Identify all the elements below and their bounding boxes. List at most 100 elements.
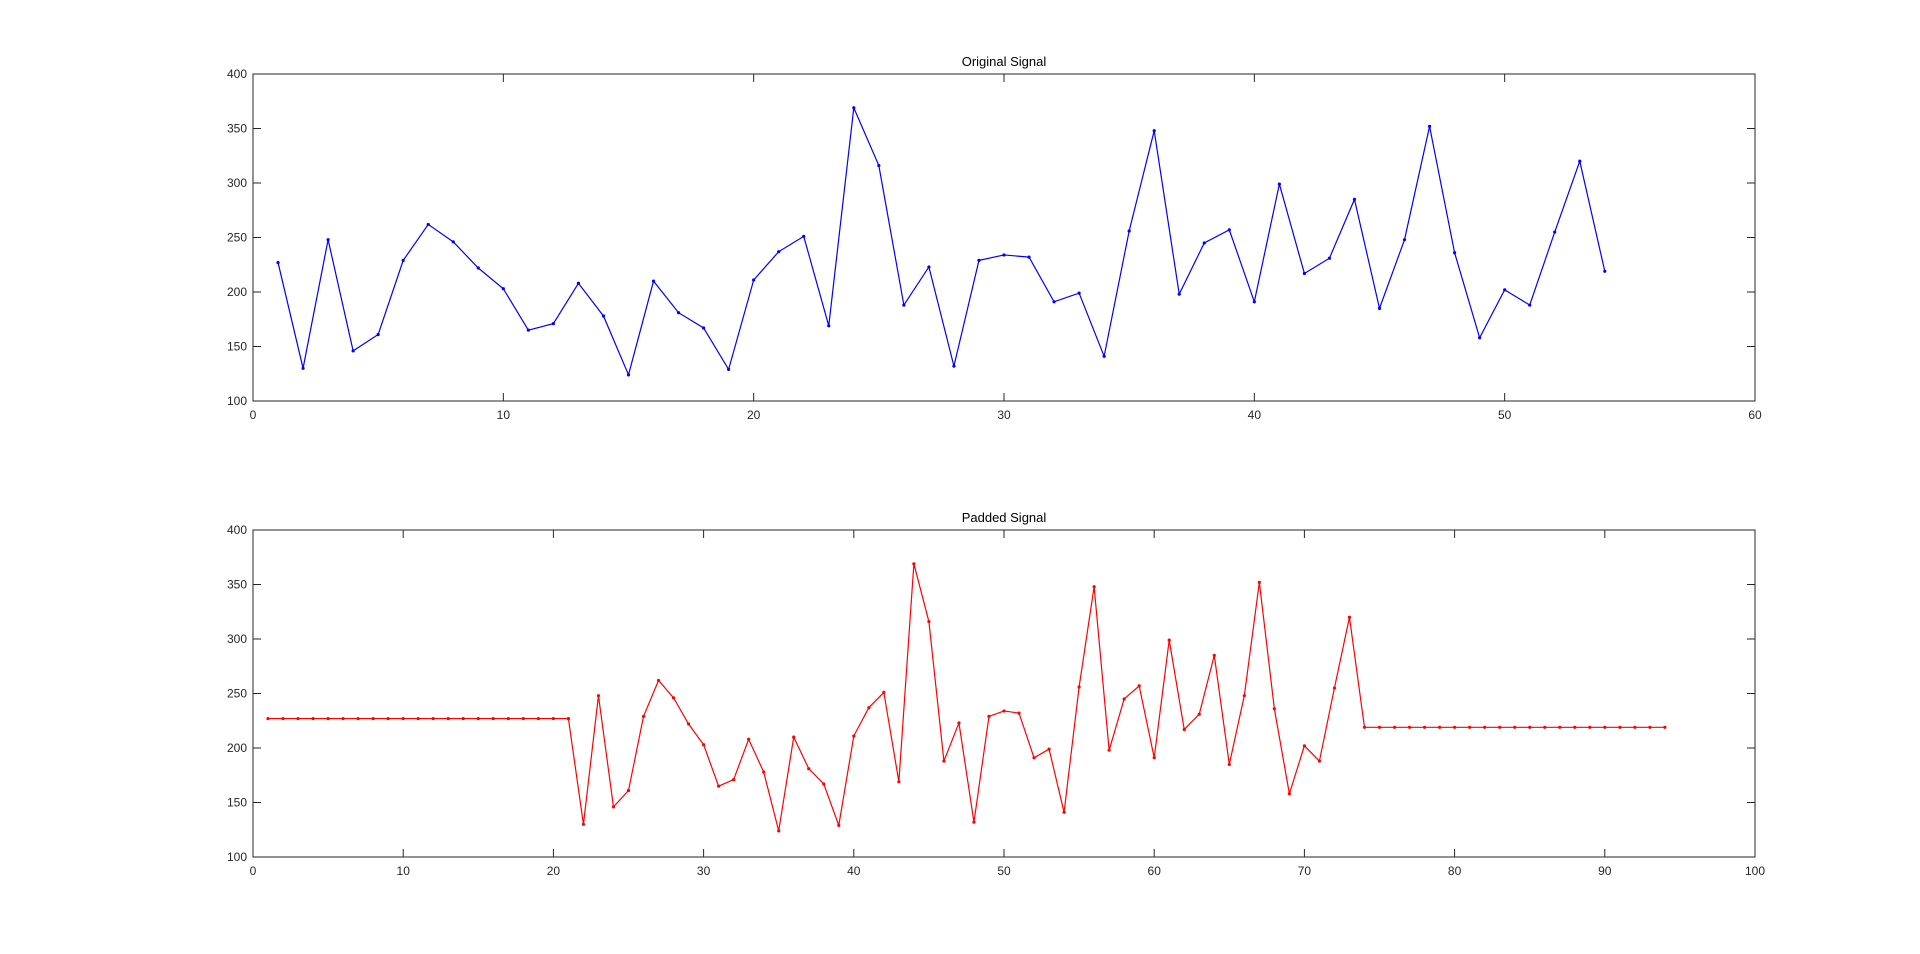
y-tick-label: 150 xyxy=(227,340,247,354)
data-point xyxy=(1663,725,1667,729)
data-point xyxy=(1558,725,1562,729)
data-point xyxy=(1077,685,1081,689)
data-point xyxy=(1528,303,1532,307)
x-tick-label: 20 xyxy=(747,408,761,422)
data-point xyxy=(1503,288,1507,292)
data-point xyxy=(641,714,646,718)
x-tick-label: 70 xyxy=(1298,864,1312,878)
plot-area xyxy=(252,529,1756,858)
data-point xyxy=(897,780,901,784)
data-point xyxy=(566,716,571,721)
y-tick-label: 150 xyxy=(227,796,247,810)
data-point xyxy=(386,716,390,721)
series-line xyxy=(277,105,1606,377)
series-line xyxy=(268,563,1665,831)
data-point xyxy=(1227,228,1231,232)
data-point xyxy=(927,619,931,624)
x-tick-label: 100 xyxy=(1745,864,1765,878)
chart-padded-signal: Padded Signal 0 10 20 30 40 50 60 70 80 90 100 100 1… xyxy=(227,510,1765,878)
data-point xyxy=(1578,159,1582,163)
data-point xyxy=(1017,711,1021,715)
data-point xyxy=(301,366,305,370)
chart-title: Padded Signal xyxy=(962,510,1047,525)
data-point xyxy=(476,266,480,270)
data-point xyxy=(1252,300,1256,304)
data-point xyxy=(1152,756,1156,760)
data-point xyxy=(1027,255,1031,259)
y-tick-label: 250 xyxy=(227,231,247,245)
data-point xyxy=(506,716,510,721)
y-tick-label: 350 xyxy=(227,578,247,592)
plot-area xyxy=(252,73,1756,402)
x-tick-label: 0 xyxy=(250,864,257,878)
y-tick-label: 100 xyxy=(227,850,247,864)
data-point xyxy=(1513,725,1517,729)
y-tick-label: 400 xyxy=(227,523,247,537)
data-point xyxy=(867,706,871,710)
data-point xyxy=(1052,300,1056,304)
data-point xyxy=(371,716,375,721)
data-point xyxy=(877,163,881,168)
data-point xyxy=(1603,725,1607,729)
data-point xyxy=(1332,686,1337,690)
data-point xyxy=(1407,725,1412,729)
data-point xyxy=(882,690,886,695)
data-point xyxy=(1648,725,1652,729)
data-point xyxy=(446,716,450,721)
data-point xyxy=(686,722,691,726)
x-tick-label: 60 xyxy=(1148,864,1162,878)
data-point xyxy=(1137,684,1141,688)
data-point xyxy=(1302,744,1306,748)
data-point xyxy=(671,696,676,700)
data-point xyxy=(1468,725,1472,729)
data-point xyxy=(1573,725,1577,729)
x-tick-label: 40 xyxy=(847,864,861,878)
x-tick-label: 30 xyxy=(997,408,1011,422)
data-point xyxy=(281,716,285,721)
data-point xyxy=(987,714,991,718)
x-tick-label: 10 xyxy=(497,408,511,422)
data-point xyxy=(1422,725,1427,729)
data-point xyxy=(927,265,931,269)
data-point xyxy=(837,823,841,827)
data-point xyxy=(551,716,556,721)
data-point xyxy=(1122,697,1126,701)
data-point xyxy=(536,716,540,721)
data-point xyxy=(777,829,781,833)
data-point xyxy=(972,820,976,824)
data-point xyxy=(822,782,826,786)
data-point xyxy=(1032,756,1036,760)
data-point xyxy=(1543,725,1547,729)
data-point xyxy=(1302,271,1306,276)
data-point xyxy=(807,767,811,771)
data-point xyxy=(802,234,806,239)
y-tick-label: 400 xyxy=(227,67,247,81)
data-point xyxy=(1197,712,1201,716)
data-point xyxy=(501,287,505,291)
data-point xyxy=(601,314,606,318)
data-point xyxy=(902,303,906,307)
y-tick-label: 300 xyxy=(227,176,247,190)
data-point xyxy=(431,716,435,721)
x-tick-label: 0 xyxy=(250,408,257,422)
data-point xyxy=(1077,291,1081,295)
data-point xyxy=(526,328,530,332)
data-point xyxy=(1152,129,1156,133)
y-tick-label: 100 xyxy=(227,394,247,408)
data-point xyxy=(1377,306,1382,310)
data-point xyxy=(596,694,601,698)
data-point xyxy=(676,311,681,315)
data-point xyxy=(852,734,856,738)
data-point xyxy=(702,743,706,747)
data-point xyxy=(1127,229,1131,233)
data-point xyxy=(1618,725,1622,729)
data-point xyxy=(1317,759,1322,763)
data-point xyxy=(296,716,300,721)
data-point xyxy=(551,322,556,326)
data-point xyxy=(401,258,405,262)
data-point xyxy=(1402,238,1407,242)
data-point xyxy=(762,770,766,774)
x-tick-label: 50 xyxy=(1498,408,1512,422)
y-tick-label: 200 xyxy=(227,285,247,299)
